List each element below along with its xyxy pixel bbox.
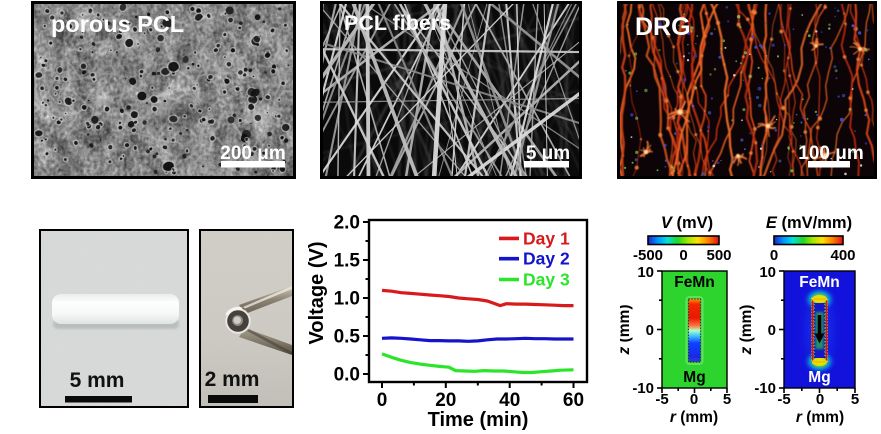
svg-text:V (mV): V (mV) <box>661 214 713 232</box>
svg-text:500: 500 <box>706 247 731 264</box>
svg-text:20: 20 <box>435 390 456 411</box>
svg-text:Mg: Mg <box>683 369 705 386</box>
svg-text:FeMn: FeMn <box>799 274 839 291</box>
svg-text:Mg: Mg <box>808 369 830 386</box>
svg-text:5: 5 <box>851 391 859 408</box>
svg-text:0: 0 <box>768 322 776 339</box>
svg-text:1.5: 1.5 <box>334 251 361 272</box>
svg-text:Time (min): Time (min) <box>428 409 529 431</box>
svg-text:5 μm: 5 μm <box>526 143 570 164</box>
svg-text:5 mm: 5 mm <box>70 369 125 392</box>
svg-text:400: 400 <box>830 247 855 264</box>
svg-text:100 μm: 100 μm <box>798 143 864 164</box>
svg-text:0: 0 <box>377 390 388 411</box>
svg-text:2.0: 2.0 <box>334 213 360 234</box>
svg-text:10: 10 <box>637 264 654 281</box>
svg-text:-5: -5 <box>777 391 790 408</box>
svg-text:z (mm): z (mm) <box>738 305 755 356</box>
svg-text:60: 60 <box>563 390 584 411</box>
svg-text:40: 40 <box>499 390 520 411</box>
svg-text:0.5: 0.5 <box>334 327 361 348</box>
svg-text:0: 0 <box>770 247 778 264</box>
svg-text:-5: -5 <box>655 391 668 408</box>
svg-text:-10: -10 <box>754 380 776 397</box>
svg-text:0: 0 <box>646 322 654 339</box>
svg-text:1.0: 1.0 <box>334 289 360 310</box>
svg-text:Day 3: Day 3 <box>523 270 570 290</box>
svg-text:10: 10 <box>759 264 776 281</box>
svg-text:r (mm): r (mm) <box>796 409 844 426</box>
svg-text:0: 0 <box>816 391 824 408</box>
svg-text:0: 0 <box>690 391 698 408</box>
svg-text:Day 1: Day 1 <box>523 228 570 248</box>
svg-text:0: 0 <box>679 247 687 264</box>
svg-text:0.0: 0.0 <box>334 365 360 386</box>
svg-text:r (mm): r (mm) <box>670 409 718 426</box>
svg-text:DRG: DRG <box>635 13 691 41</box>
svg-text:E (mV/mm): E (mV/mm) <box>766 214 852 232</box>
svg-text:-10: -10 <box>632 380 654 397</box>
svg-text:FeMn: FeMn <box>674 274 714 291</box>
svg-text:200 μm: 200 μm <box>220 143 286 164</box>
svg-text:Voltage (V): Voltage (V) <box>306 242 328 345</box>
svg-text:-500: -500 <box>633 247 663 264</box>
svg-text:5: 5 <box>723 391 731 408</box>
svg-text:PCL fibers: PCL fibers <box>344 11 451 35</box>
svg-text:2 mm: 2 mm <box>205 368 260 391</box>
svg-text:Day 2: Day 2 <box>523 249 570 269</box>
svg-text:z (mm): z (mm) <box>620 305 633 356</box>
svg-text:porous PCL: porous PCL <box>51 11 184 37</box>
